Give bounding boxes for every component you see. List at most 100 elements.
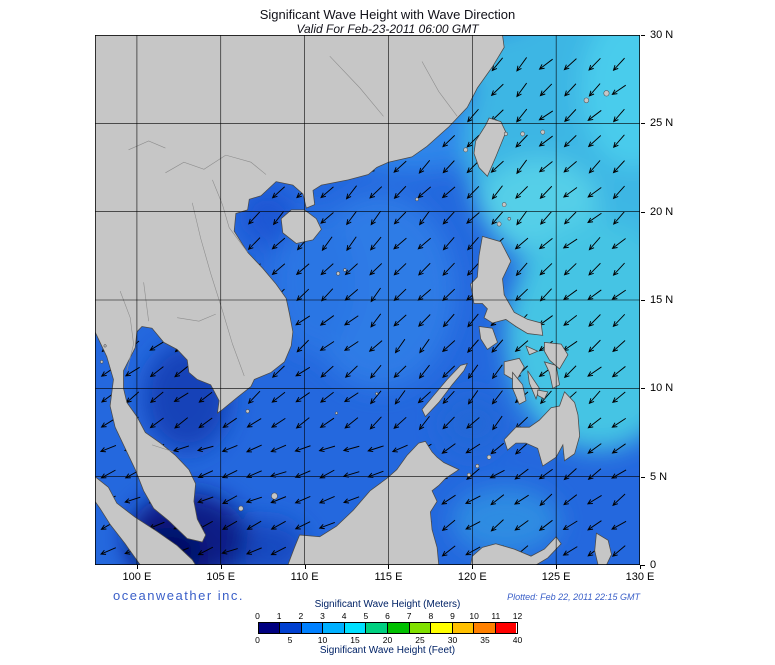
wave-arrow xyxy=(587,443,602,454)
wave-arrow xyxy=(563,314,578,326)
wave-arrow xyxy=(124,366,140,377)
wave-arrow xyxy=(320,186,334,199)
wave-arrow xyxy=(442,365,456,378)
wave-arrow xyxy=(100,418,116,428)
wave-arrow xyxy=(248,211,261,225)
wave-arrow xyxy=(441,494,456,505)
wave-arrow xyxy=(587,135,602,148)
wave-arrow xyxy=(346,236,357,252)
wave-arrow xyxy=(270,496,287,504)
wave-arrow xyxy=(466,134,480,148)
wave-arrow xyxy=(272,211,285,226)
wave-arrow xyxy=(490,160,504,173)
wave-arrow xyxy=(514,340,529,352)
wave-arrow xyxy=(295,366,311,377)
wave-arrow xyxy=(515,262,528,277)
wave-arrow xyxy=(491,364,503,380)
wave-arrow xyxy=(491,339,504,353)
wave-arrow xyxy=(442,390,455,404)
wave-arrow xyxy=(490,494,505,506)
wave-arrow xyxy=(320,263,334,276)
wave-arrow xyxy=(344,263,358,276)
wave-arrow xyxy=(271,391,286,403)
wave-arrow xyxy=(490,519,504,532)
wave-arrow xyxy=(587,187,602,198)
x-tick-label: 115 E xyxy=(374,571,403,583)
wave-arrow xyxy=(612,262,625,276)
wave-arrow xyxy=(538,468,553,480)
wave-arrow xyxy=(588,83,601,97)
wave-arrow xyxy=(271,365,285,378)
wave-arrow xyxy=(124,496,141,504)
wave-arrow xyxy=(467,364,479,380)
wave-arrow xyxy=(611,84,626,95)
island-luzon xyxy=(470,235,544,336)
x-tick-label: 110 E xyxy=(290,571,319,583)
y-tick-mark xyxy=(641,565,645,566)
plotted-timestamp: Plotted: Feb 22, 2011 22:15 GMT xyxy=(507,592,640,602)
colorbar-segment xyxy=(323,623,345,633)
feet-tick: 5 xyxy=(287,635,293,645)
wave-arrow xyxy=(100,547,116,555)
wave-arrow xyxy=(197,546,214,556)
x-tick-mark xyxy=(640,565,641,569)
wave-arrow xyxy=(393,185,407,200)
wave-arrow xyxy=(562,289,578,301)
wave-arrow xyxy=(391,444,408,453)
wave-arrow xyxy=(149,366,164,378)
island-hainan xyxy=(280,209,322,244)
y-tick-label: 10 N xyxy=(650,382,674,395)
feet-tick: 10 xyxy=(317,635,328,645)
wave-arrow xyxy=(516,159,528,175)
wave-arrow xyxy=(270,520,286,530)
wave-arrow xyxy=(393,263,407,276)
wave-arrow xyxy=(491,211,504,225)
wave-arrow xyxy=(491,185,503,200)
meters-tick: 12 xyxy=(512,611,523,621)
island-mindanao xyxy=(503,391,581,467)
colorbar-segment xyxy=(495,623,517,633)
wave-arrow xyxy=(611,520,627,530)
wave-arrow xyxy=(418,314,431,327)
x-tick-mark xyxy=(388,565,390,569)
x-tick-mark xyxy=(472,565,474,569)
landmass-asia-mainland xyxy=(95,35,505,543)
wave-arrow xyxy=(612,160,625,174)
wave-arrow xyxy=(150,391,164,403)
wave-arrow xyxy=(587,289,602,301)
wave-arrow xyxy=(198,391,213,403)
y-tick-mark xyxy=(641,388,645,390)
colorbar-segment xyxy=(431,623,453,633)
y-tick-mark xyxy=(641,300,645,301)
wave-arrow xyxy=(393,365,407,378)
wave-arrow xyxy=(539,263,553,276)
meters-tick: 11 xyxy=(491,611,501,621)
wave-arrow xyxy=(370,313,382,328)
country-borders xyxy=(119,55,458,453)
wave-arrow xyxy=(346,211,357,226)
wave-arrow xyxy=(149,341,165,351)
wave-arrow xyxy=(465,546,481,556)
feet-tick: 20 xyxy=(382,635,393,645)
wave-arrow xyxy=(198,417,213,429)
wave-arrow xyxy=(467,339,479,353)
wave-arrow xyxy=(588,390,601,405)
wave-arrow xyxy=(343,341,359,351)
wave-arrow xyxy=(369,186,383,199)
legend-feet-label: Significant Wave Height (Feet) xyxy=(319,645,456,656)
map-area xyxy=(95,35,640,565)
wave-arrow xyxy=(612,134,625,148)
wave-arrow xyxy=(271,263,286,276)
wave-arrow xyxy=(490,442,504,455)
y-tick-mark xyxy=(641,123,645,125)
wave-arrow xyxy=(491,390,503,405)
wave-arrow xyxy=(564,109,577,123)
wave-arrow xyxy=(344,417,359,429)
oceanweather-logo: oceanweather inc. xyxy=(113,588,245,603)
wave-arrow xyxy=(221,444,238,453)
wave-arrow xyxy=(538,519,553,531)
wave-arrow xyxy=(588,236,601,251)
wave-arrow xyxy=(588,57,601,71)
wave-arrow xyxy=(562,520,578,531)
